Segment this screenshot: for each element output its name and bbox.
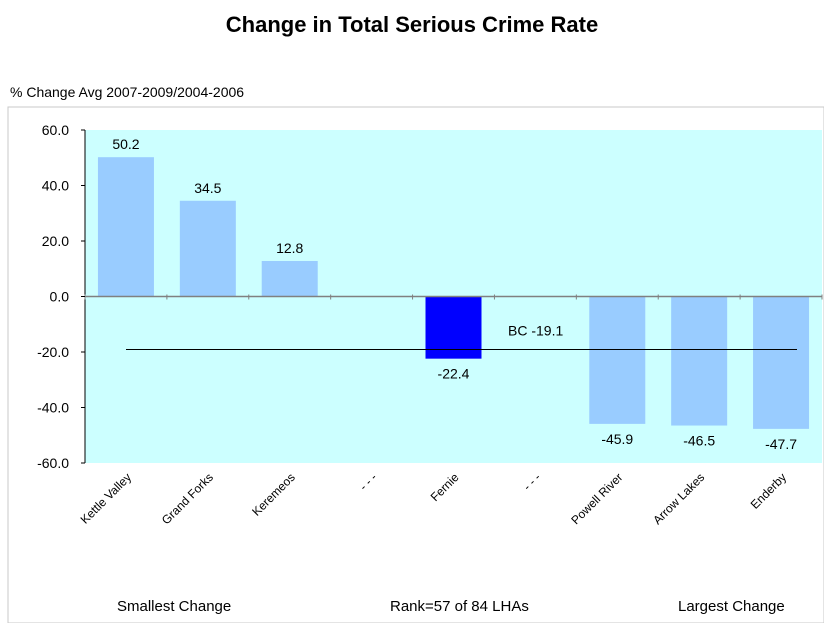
y-tick-label: 0.0 xyxy=(50,289,70,305)
bar xyxy=(671,296,728,426)
footer-smallest-change: Smallest Change xyxy=(117,598,232,615)
y-tick-label: 40.0 xyxy=(42,178,69,194)
y-tick-label: -40.0 xyxy=(37,400,69,416)
reference-line-label: BC -19.1 xyxy=(508,323,563,339)
bar xyxy=(179,200,236,297)
data-label: -45.9 xyxy=(601,431,633,447)
data-label: 50.2 xyxy=(112,136,139,152)
y-tick-label: 20.0 xyxy=(42,233,69,249)
chart-title: Change in Total Serious Crime Rate xyxy=(225,12,599,37)
y-tick-label: 60.0 xyxy=(42,122,69,138)
bar xyxy=(425,296,482,359)
data-label: 34.5 xyxy=(194,180,221,196)
y-axis-caption: % Change Avg 2007-2009/2004-2006 xyxy=(10,84,245,100)
data-label: 12.8 xyxy=(276,240,303,256)
bar xyxy=(753,296,810,429)
y-tick-label: -60.0 xyxy=(37,455,69,471)
footer-largest-change: Largest Change xyxy=(678,598,785,615)
data-label: -46.5 xyxy=(683,433,715,449)
bar xyxy=(261,260,318,297)
footer-rank: Rank=57 of 84 LHAs xyxy=(390,598,529,615)
bar xyxy=(97,157,154,297)
y-tick-label: -20.0 xyxy=(37,344,69,360)
data-label: -22.4 xyxy=(438,366,470,382)
data-label: -47.7 xyxy=(765,436,797,452)
bar xyxy=(589,296,646,424)
